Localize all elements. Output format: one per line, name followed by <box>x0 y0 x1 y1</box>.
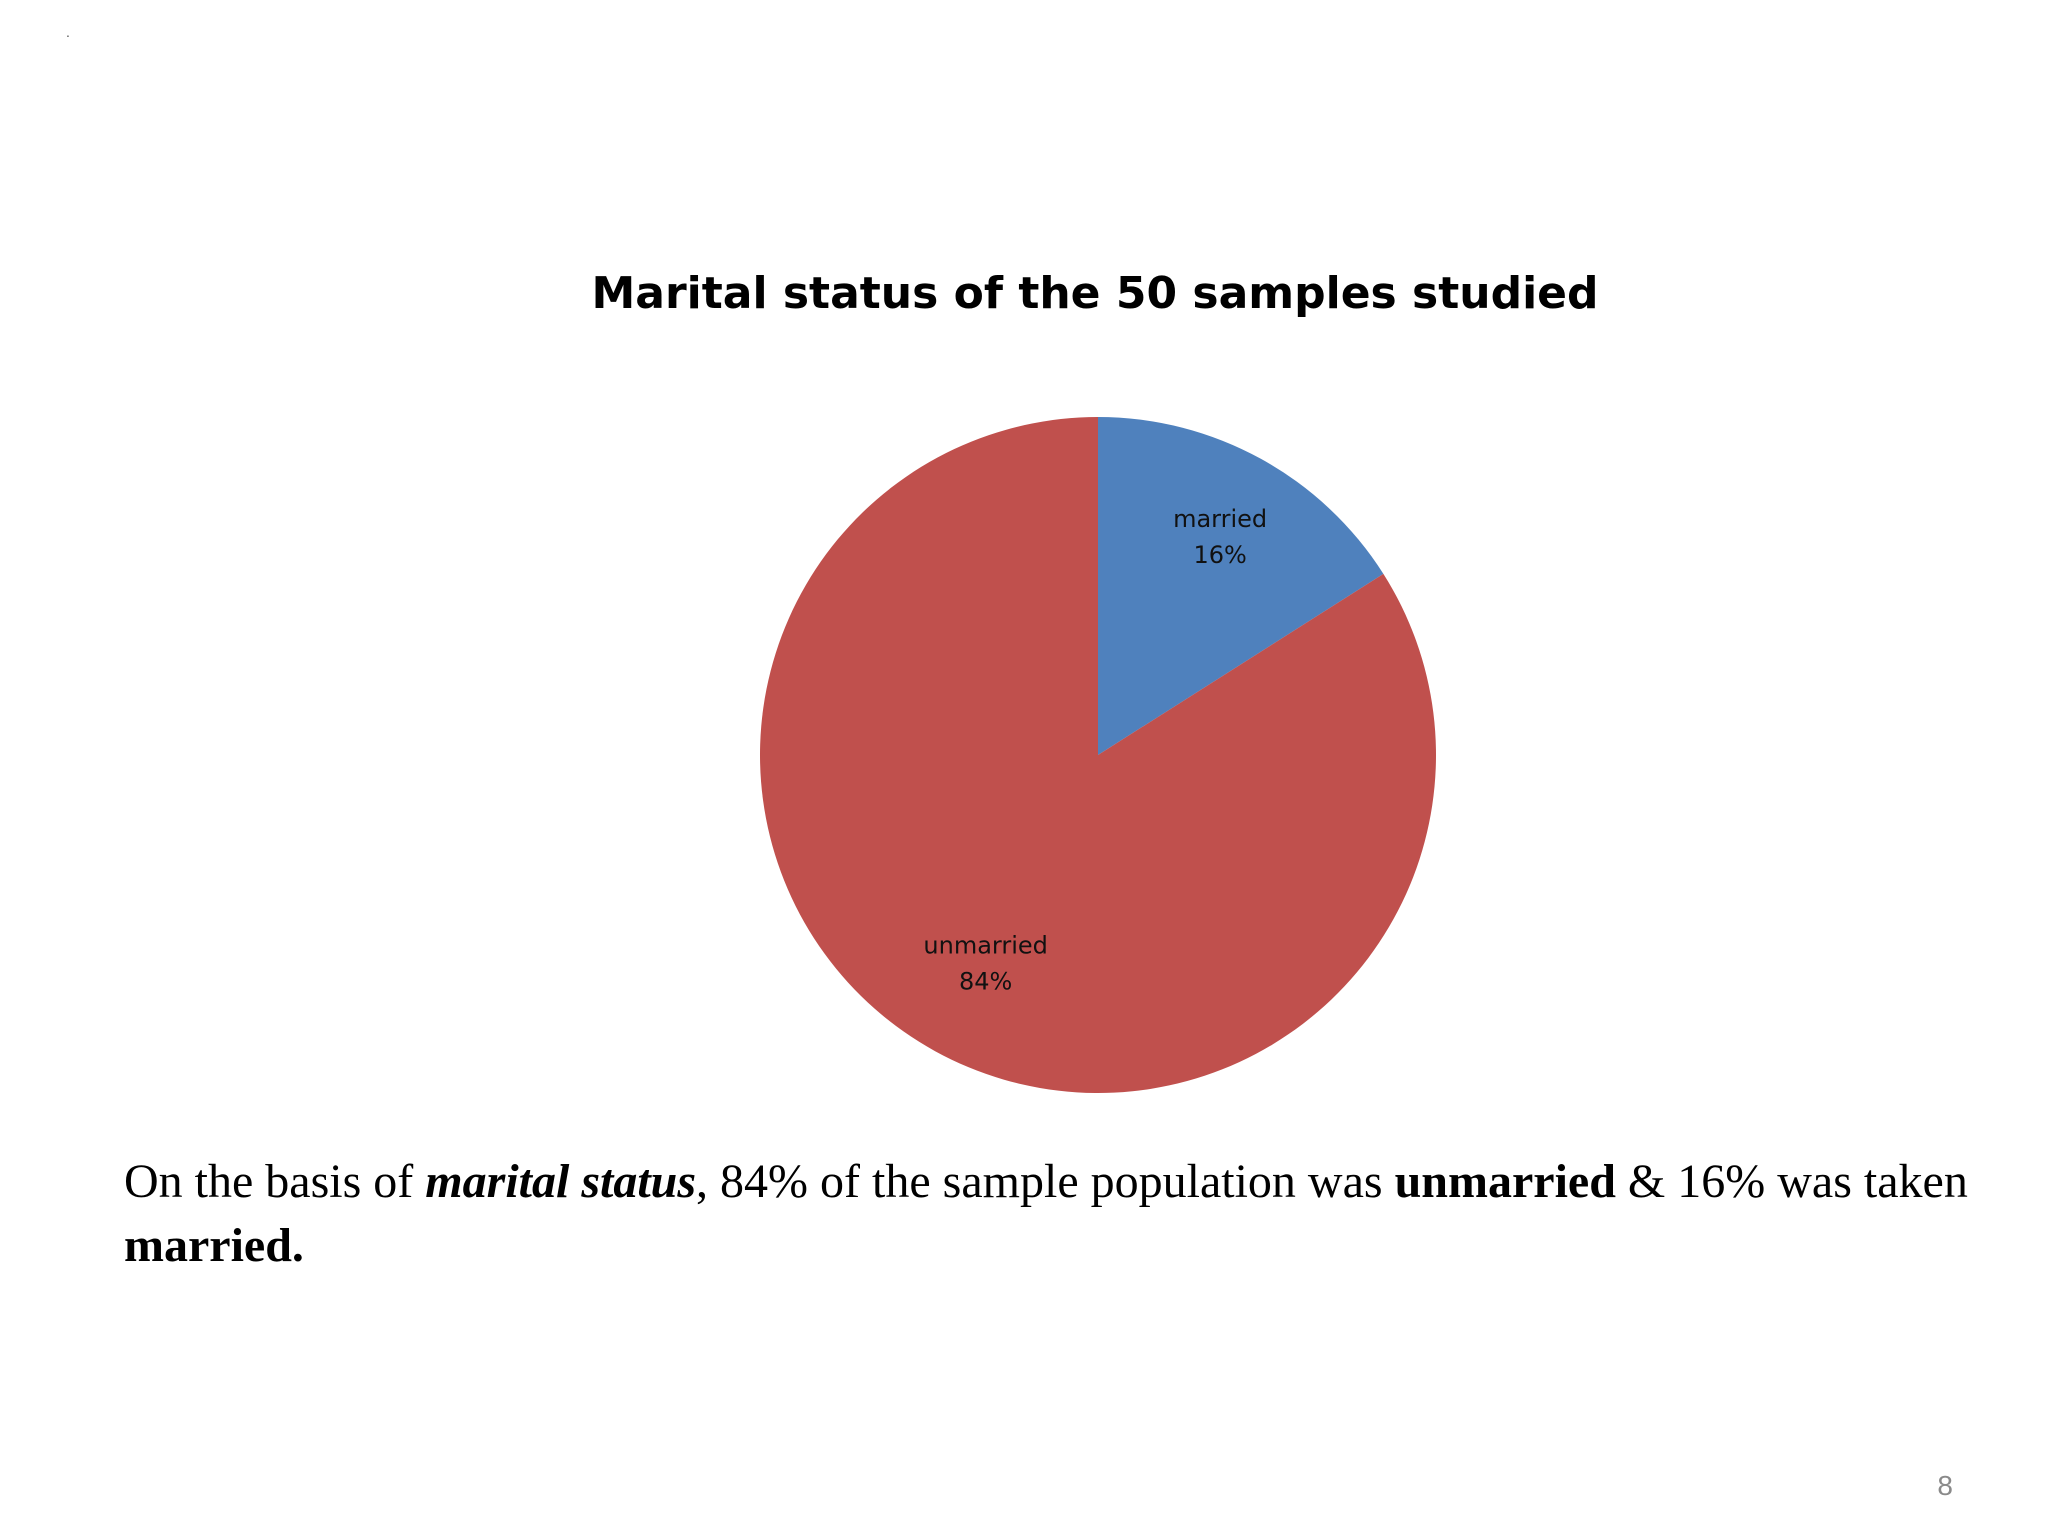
caption-emphasis-unmarried: unmarried <box>1394 1155 1616 1208</box>
page-number: 8 <box>1937 1470 1953 1501</box>
pie-labels: married 16% unmarried 84% <box>923 505 1267 996</box>
pie-percent-married: 16% <box>1193 541 1246 569</box>
pie-label-married: married <box>1173 505 1267 533</box>
caption-text-1: On the basis of <box>124 1155 426 1208</box>
pie-slice-married <box>1098 417 1384 755</box>
caption-text-3: & 16% was taken <box>1615 1155 1968 1208</box>
pie-slice-unmarried <box>759 417 1437 1093</box>
chart-title: Marital status of the 50 samples studied <box>591 268 1599 319</box>
pie-slices <box>759 417 1437 1093</box>
pie-percent-unmarried: 84% <box>959 967 1012 995</box>
caption: On the basis of marital status, 84% of t… <box>124 1150 2004 1278</box>
caption-emphasis-marital-status: marital status <box>425 1155 697 1208</box>
caption-emphasis-married: married. <box>124 1219 304 1272</box>
corner-mark: . <box>66 24 70 40</box>
caption-text-2: , 84% of the sample population was <box>696 1155 1395 1208</box>
pie-label-unmarried: unmarried <box>923 931 1048 959</box>
